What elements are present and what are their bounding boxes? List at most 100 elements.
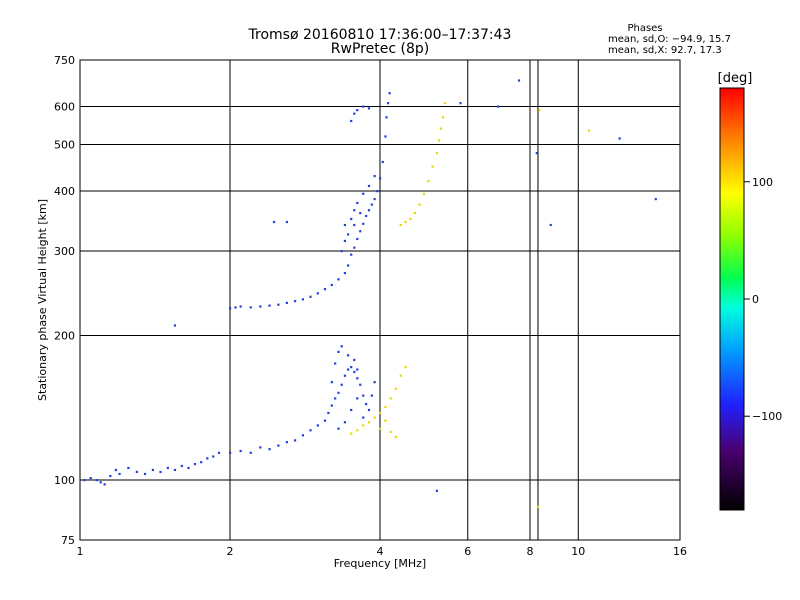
data-point <box>394 387 397 390</box>
data-point <box>301 434 305 437</box>
data-point <box>285 441 288 444</box>
x-tick-label: 2 <box>227 545 234 558</box>
data-point <box>536 505 540 508</box>
data-point <box>330 381 333 384</box>
data-point <box>379 427 382 430</box>
data-point <box>367 408 371 412</box>
data-point <box>538 109 541 112</box>
x-tick-label: 6 <box>464 545 471 558</box>
colorbar-tick-label: 0 <box>752 293 759 306</box>
data-point <box>367 184 371 188</box>
data-point <box>118 472 121 476</box>
data-point <box>99 481 102 484</box>
data-point <box>127 466 130 470</box>
phase-stats-x: mean, sd,X: 92.7, 17.3 <box>608 45 722 56</box>
x-tick-label: 10 <box>571 545 585 558</box>
data-point <box>249 451 252 454</box>
data-point <box>268 304 271 307</box>
data-point <box>285 301 288 305</box>
data-point <box>373 416 376 419</box>
y-tick-label: 600 <box>54 101 75 114</box>
data-point <box>83 479 86 482</box>
data-point <box>350 217 353 221</box>
data-point <box>373 381 376 384</box>
colorbar-tick-label: −100 <box>752 410 782 423</box>
data-point <box>362 105 365 108</box>
x-axis-label: Frequency [MHz] <box>334 557 426 570</box>
data-point <box>422 192 426 195</box>
data-point <box>365 403 368 406</box>
phase-stats: Phases mean, sd,O: −94.9, 15.7 mean, sd,… <box>608 23 731 56</box>
data-point <box>350 432 353 435</box>
data-point <box>437 139 441 142</box>
data-point <box>234 306 237 309</box>
data-point <box>350 253 353 256</box>
data-point <box>356 368 359 371</box>
data-point <box>362 394 365 397</box>
data-point <box>293 439 297 442</box>
data-point <box>334 397 337 400</box>
data-point <box>343 421 347 424</box>
data-point <box>293 300 297 303</box>
data-point <box>350 119 353 123</box>
data-point <box>386 102 390 105</box>
data-point <box>435 152 438 155</box>
data-point <box>212 455 215 458</box>
data-point <box>389 430 392 434</box>
data-point <box>388 92 391 95</box>
data-point <box>384 405 387 409</box>
data-point <box>229 307 232 310</box>
data-point <box>343 239 347 243</box>
data-point <box>309 295 312 298</box>
data-point <box>359 383 362 386</box>
data-point <box>340 345 343 348</box>
data-point <box>362 192 365 195</box>
data-point <box>365 214 368 218</box>
data-point <box>373 198 376 201</box>
data-point <box>356 201 359 205</box>
data-point <box>343 271 347 275</box>
data-point <box>239 305 242 308</box>
data-point <box>200 461 203 464</box>
data-point <box>496 105 500 108</box>
x-tick-label: 1 <box>77 545 84 558</box>
data-point <box>316 424 319 427</box>
data-point <box>459 102 462 105</box>
data-point <box>441 116 445 119</box>
data-point <box>330 283 333 287</box>
data-point <box>346 264 350 267</box>
data-point <box>337 427 340 430</box>
data-point <box>356 109 359 112</box>
phase-colorbar <box>719 87 745 511</box>
data-point <box>356 237 359 241</box>
colorbar-ticks: 100 0 −100 <box>744 176 782 423</box>
data-point <box>206 457 209 460</box>
data-point <box>370 394 373 397</box>
data-point <box>239 449 242 453</box>
data-point <box>379 411 382 415</box>
data-point <box>404 220 407 224</box>
data-point <box>379 177 382 180</box>
chart-title: Tromsø 20160810 17:36:00–17:37:43 <box>248 27 512 43</box>
data-point <box>350 408 353 412</box>
data-point <box>654 198 657 201</box>
data-point <box>340 250 343 253</box>
data-point <box>180 464 183 468</box>
data-point <box>443 102 447 105</box>
y-axis: 75 100 200 300 400 500 600 750 <box>54 54 75 547</box>
data-point <box>353 246 356 249</box>
data-point <box>340 383 343 386</box>
x-tick-label: 4 <box>377 545 384 558</box>
colorbar-tick-label: 100 <box>752 176 773 189</box>
data-point <box>159 470 162 474</box>
data-point <box>413 212 417 215</box>
data-point <box>187 466 190 470</box>
data-point <box>367 209 371 212</box>
data-point <box>367 107 371 110</box>
data-point <box>330 404 333 407</box>
data-point <box>356 377 359 380</box>
data-point <box>337 391 340 394</box>
data-point <box>109 474 112 478</box>
data-point <box>277 303 280 306</box>
